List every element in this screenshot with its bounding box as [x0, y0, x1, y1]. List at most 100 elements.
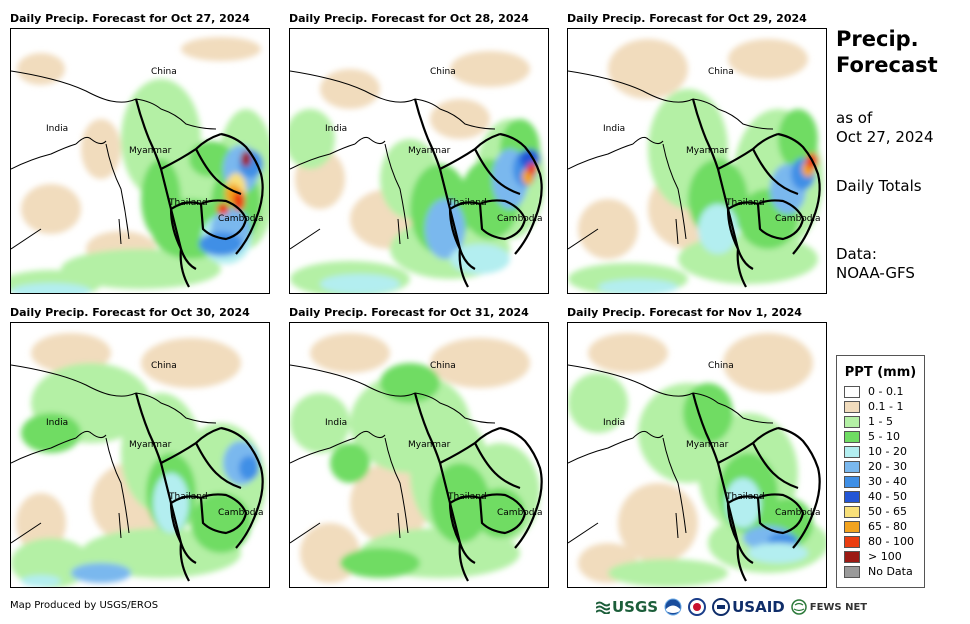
fewsnet-text: FEWS NET	[809, 601, 868, 613]
boundary-line	[105, 437, 130, 534]
boundary-line	[11, 437, 77, 464]
usaid-text: USAID	[732, 598, 785, 616]
map-label-china: China	[151, 67, 177, 77]
map-label-cambodia: Cambodia	[775, 508, 821, 518]
legend-swatch	[844, 445, 860, 458]
precip-area	[748, 543, 808, 563]
precip-area	[568, 373, 628, 433]
legend-label: No Data	[868, 565, 913, 578]
precip-area	[320, 69, 380, 109]
precip-area	[598, 279, 678, 293]
boundary-line	[135, 98, 217, 130]
boundary-line	[290, 143, 356, 170]
boundary-line	[632, 136, 664, 145]
precip-area	[181, 37, 261, 61]
legend-item: 65 - 80	[837, 519, 924, 534]
legend-swatch	[844, 475, 860, 488]
country-border	[726, 208, 747, 288]
boundary-line	[11, 70, 137, 103]
precip-area	[618, 483, 698, 563]
country-border	[474, 148, 521, 196]
legend-item: 1 - 5	[837, 414, 924, 429]
boundary-line	[384, 143, 409, 240]
map-panel-4: China India Myanmar Thailand Cambodia	[10, 322, 270, 588]
country-border	[474, 442, 521, 490]
precip-area	[608, 559, 728, 587]
map-label-myanmar: Myanmar	[408, 146, 451, 156]
sidebar-title-line2: Forecast	[836, 53, 938, 77]
legend-item: 40 - 50	[837, 489, 924, 504]
map-label-cambodia: Cambodia	[775, 214, 821, 224]
precip-area	[450, 244, 510, 274]
boundary-line	[568, 522, 599, 544]
boundary-line	[675, 218, 679, 245]
forecast-map-svg: China India Myanmar Thailand Cambodia	[568, 39, 823, 293]
legend-item: 0 - 0.1	[837, 384, 924, 399]
map-panel-2: China India Myanmar Thailand Cambodia	[289, 28, 549, 294]
precip-area	[380, 363, 440, 403]
precip-area	[11, 283, 91, 293]
precip-area	[340, 548, 420, 578]
legend-label: 0 - 0.1	[868, 385, 904, 398]
map-label-china: China	[430, 67, 456, 77]
precip-area	[141, 338, 241, 388]
legend-label: 80 - 100	[868, 535, 914, 548]
precip-field	[11, 37, 269, 293]
legend-swatch	[844, 385, 860, 398]
forecast-map-svg: China India Myanmar Thailand Cambodia	[568, 333, 826, 587]
country-border	[169, 502, 190, 582]
boundaries	[568, 70, 821, 288]
usaid-seal-icon	[712, 598, 731, 616]
panel-title-6: Daily Precip. Forecast for Nov 1, 2024	[567, 306, 802, 319]
logo-strip: USGS USAID FEWS NET	[596, 596, 873, 618]
boundary-line	[414, 98, 496, 130]
map-panel-1: China India Myanmar Thailand Cambodia	[10, 28, 270, 294]
country-border	[499, 426, 543, 549]
map-label-cambodia: Cambodia	[497, 214, 543, 224]
legend-swatch	[844, 415, 860, 428]
map-label-myanmar: Myanmar	[129, 440, 172, 450]
country-border	[449, 201, 481, 210]
boundaries	[11, 364, 264, 582]
boundary-line	[11, 143, 77, 170]
legend-label: 20 - 30	[868, 460, 907, 473]
map-label-cambodia: Cambodia	[497, 508, 543, 518]
panel-title-1: Daily Precip. Forecast for Oct 27, 2024	[10, 12, 250, 25]
precip-area	[723, 333, 813, 393]
precip-field	[290, 51, 545, 293]
legend-label: 10 - 20	[868, 445, 907, 458]
precip-area	[683, 383, 733, 443]
country-border	[478, 493, 527, 535]
fewsnet-logo: FEWS NET	[790, 599, 868, 615]
precip-area	[728, 39, 808, 79]
legend-label: 50 - 65	[868, 505, 907, 518]
precip-area	[588, 333, 668, 373]
usgs-wave-icon	[596, 601, 610, 614]
legend-swatch	[844, 535, 860, 548]
data-source-label: Data:	[836, 245, 877, 263]
boundary-line	[568, 228, 599, 250]
forecast-map-svg: China India Myanmar Thailand Cambodia	[11, 37, 269, 293]
as-of-date: as of Oct 27, 2024	[836, 109, 934, 147]
as-of-label: as of	[836, 109, 873, 127]
precip-area	[310, 333, 390, 373]
legend-label: 0.1 - 1	[868, 400, 904, 413]
usaid-logo: USAID	[712, 598, 785, 616]
precip-area	[678, 234, 818, 284]
boundaries	[290, 364, 543, 582]
country-border	[195, 148, 242, 196]
map-label-india: India	[603, 418, 625, 428]
data-source-value: NOAA-GFS	[836, 264, 915, 282]
boundary-line	[662, 437, 687, 534]
boundary-line	[397, 218, 401, 245]
boundary-line	[11, 228, 42, 250]
legend-item: 10 - 20	[837, 444, 924, 459]
legend-swatch	[844, 550, 860, 563]
boundary-line	[290, 364, 416, 397]
daily-totals-label: Daily Totals	[836, 177, 922, 195]
boundary-line	[11, 522, 42, 544]
precip-area	[191, 493, 251, 553]
precip-area	[475, 488, 525, 538]
data-source: Data: NOAA-GFS	[836, 245, 915, 283]
country-border	[195, 442, 242, 490]
